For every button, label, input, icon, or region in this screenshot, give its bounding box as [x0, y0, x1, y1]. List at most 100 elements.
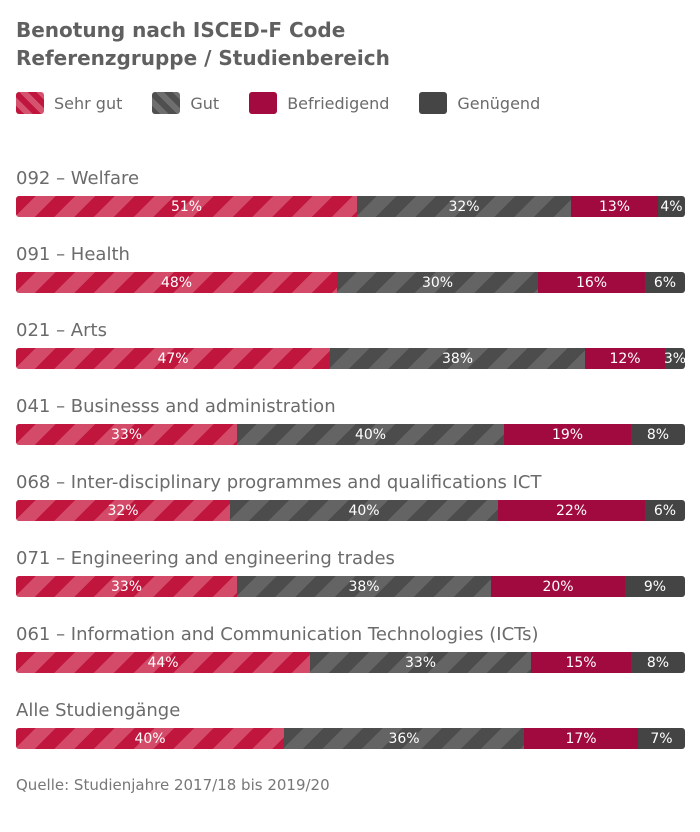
- data-label: 19%: [551, 426, 584, 443]
- data-label: 40%: [134, 730, 166, 747]
- data-label: 20%: [542, 578, 574, 595]
- category-label: Alle Studiengänge: [16, 700, 181, 721]
- data-label: 38%: [441, 350, 474, 367]
- bar-segment: 51%: [16, 196, 357, 217]
- data-label: 6%: [653, 274, 677, 291]
- legend-item-genuegend: Genügend: [419, 92, 540, 114]
- chart-row: 091 – Health 48% 30% 16% 6%: [16, 242, 685, 318]
- data-label: 32%: [448, 198, 480, 215]
- data-label: 15%: [565, 654, 597, 671]
- data-label: 6%: [653, 502, 677, 519]
- chart-row: 071 – Engineering and engineering trades…: [16, 546, 685, 622]
- bar-segment: 33%: [16, 576, 237, 597]
- bar-segment: 17%: [524, 728, 638, 749]
- data-label: 16%: [575, 274, 608, 291]
- bar-segment: 40%: [237, 424, 504, 445]
- bar-segment: 47%: [16, 348, 330, 369]
- bar-segment: 9%: [625, 576, 685, 597]
- data-label: 48%: [160, 274, 193, 291]
- legend-swatch-genuegend: [419, 92, 448, 114]
- bar-segment: 6%: [645, 500, 685, 521]
- category-label: 071 – Engineering and engineering trades: [16, 548, 395, 569]
- data-label: 4%: [660, 198, 683, 215]
- bar-segment: 12%: [585, 348, 665, 369]
- chart-row: 041 – Businesss and administration 33% 40%…: [16, 394, 685, 470]
- data-label: 47%: [157, 350, 189, 367]
- category-label: 021 – Arts: [16, 320, 107, 341]
- data-label: 12%: [609, 350, 641, 367]
- source-note: Quelle: Studienjahre 2017/18 bis 2019/20: [16, 776, 330, 794]
- data-label: 7%: [650, 730, 673, 747]
- bar-segment: 33%: [16, 424, 237, 445]
- legend-swatch-befriedigend: [249, 92, 278, 114]
- bar-segment: 32%: [357, 196, 571, 217]
- bar-segment: 19%: [504, 424, 631, 445]
- chart-row: 061 – Information and Communication Tech…: [16, 622, 685, 698]
- legend-item-sehr-gut: Sehr gut: [16, 92, 122, 114]
- category-label: 068 – Inter-disciplinary programmes and …: [16, 472, 542, 493]
- chart-row: 068 – Inter-disciplinary programmes and …: [16, 470, 685, 546]
- stacked-bar: 47% 38% 12% 3%: [16, 348, 685, 369]
- bar-segment: 15%: [531, 652, 631, 673]
- bar-segment: 38%: [237, 576, 491, 597]
- bar-segment: 33%: [310, 652, 531, 673]
- data-label: 40%: [348, 502, 380, 519]
- bar-segment: 4%: [658, 196, 685, 217]
- legend-label-gut: Gut: [190, 93, 220, 113]
- chart-row: Alle Studiengänge 40% 36% 17% 7%: [16, 698, 685, 774]
- legend-item-gut: Gut: [152, 92, 219, 114]
- bar-segment: 36%: [284, 728, 524, 749]
- chart-rows: 092 – Welfare 51% 32% 13% 4% 091 – Health 48% 3…: [16, 166, 685, 774]
- bar-segment: 6%: [645, 272, 685, 293]
- data-label: 32%: [107, 502, 139, 519]
- bar-segment: 13%: [571, 196, 658, 217]
- bar-segment: 38%: [330, 348, 585, 369]
- category-label: 061 – Information and Communication Tech…: [16, 624, 539, 645]
- category-label: 091 – Health: [16, 244, 130, 265]
- chart-title: Benotung nach ISCED-F Code Referenzgrupp…: [16, 16, 390, 72]
- category-label: 041 – Businesss and administration: [16, 396, 336, 417]
- legend: Sehr gut Gut Befriedigend Genügend: [16, 90, 570, 116]
- data-label: 17%: [565, 730, 597, 747]
- bar-segment: 20%: [491, 576, 625, 597]
- data-label: 33%: [404, 654, 437, 671]
- chart-row: 092 – Welfare 51% 32% 13% 4%: [16, 166, 685, 242]
- data-label: 13%: [598, 198, 631, 215]
- data-label: 9%: [643, 578, 667, 595]
- data-label: 8%: [646, 426, 670, 443]
- chart-title-line-1: Benotung nach ISCED-F Code: [16, 18, 346, 42]
- bar-segment: 48%: [16, 272, 337, 293]
- bar-segment: 40%: [16, 728, 284, 749]
- bar-segment: 8%: [631, 652, 685, 673]
- bar-segment: 30%: [337, 272, 538, 293]
- bar-segment: 22%: [498, 500, 645, 521]
- data-label: 44%: [147, 654, 179, 671]
- stacked-bar: 51% 32% 13% 4%: [16, 196, 685, 217]
- legend-swatch-gut: [152, 92, 181, 114]
- data-label: 38%: [348, 578, 380, 595]
- data-label: 40%: [354, 426, 387, 443]
- data-label: 33%: [110, 578, 143, 595]
- data-label: 51%: [170, 198, 203, 215]
- legend-label-befriedigend: Befriedigend: [287, 93, 390, 113]
- stacked-bar: 48% 30% 16% 6%: [16, 272, 685, 293]
- stacked-bar: 44% 33% 15% 8%: [16, 652, 685, 673]
- bar-segment: 8%: [631, 424, 685, 445]
- bar-segment: 44%: [16, 652, 310, 673]
- chart-row: 021 – Arts 47% 38% 12% 3%: [16, 318, 685, 394]
- data-label: 8%: [646, 654, 670, 671]
- bar-segment: 3%: [665, 348, 685, 369]
- bar-segment: 32%: [16, 500, 230, 521]
- bar-segment: 40%: [230, 500, 498, 521]
- legend-item-befriedigend: Befriedigend: [249, 92, 389, 114]
- legend-swatch-sehr-gut: [16, 92, 44, 114]
- stacked-bar: 33% 40% 19% 8%: [16, 424, 685, 445]
- stacked-bar: 32% 40% 22% 6%: [16, 500, 685, 521]
- stacked-bar: 33% 38% 20% 9%: [16, 576, 685, 597]
- category-label: 092 – Welfare: [16, 168, 140, 189]
- legend-label-sehr-gut: Sehr gut: [54, 93, 123, 113]
- stacked-bar: 40% 36% 17% 7%: [16, 728, 685, 749]
- bar-segment: 7%: [638, 728, 685, 749]
- legend-label-genuegend: Genügend: [457, 93, 541, 113]
- bar-segment: 16%: [538, 272, 645, 293]
